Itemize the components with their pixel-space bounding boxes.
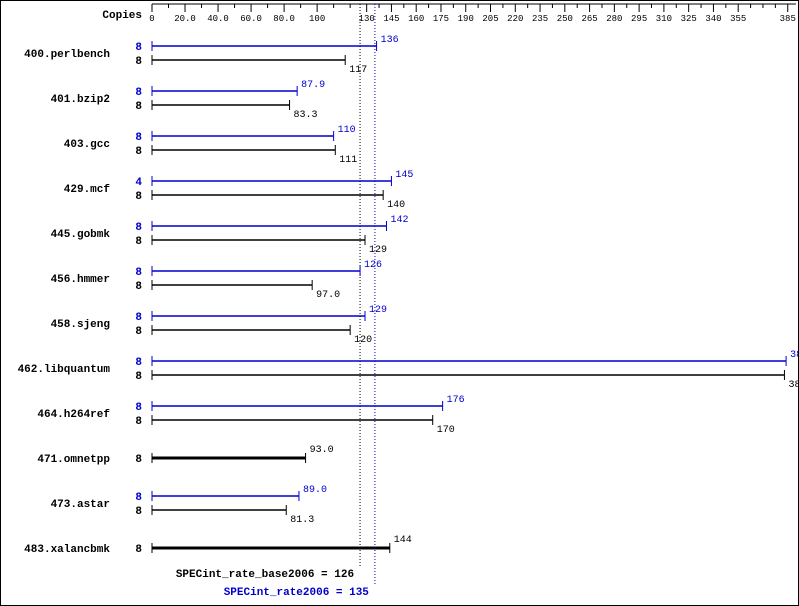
copies-value-peak: 8 bbox=[135, 492, 142, 504]
bar-value-peak: 384 bbox=[790, 350, 799, 361]
axis-tick-label: 250 bbox=[557, 14, 573, 24]
axis-tick-label: 355 bbox=[730, 14, 746, 24]
benchmark-label: 456.hmmer bbox=[51, 274, 110, 286]
axis-tick-label: 265 bbox=[581, 14, 597, 24]
bar-value: 144 bbox=[394, 535, 412, 546]
benchmark-label: 464.h264ref bbox=[37, 409, 110, 421]
base-score-label: SPECint_rate_base2006 = 126 bbox=[176, 569, 354, 581]
axis-tick-label: 130 bbox=[359, 14, 375, 24]
copies-value-base: 8 bbox=[135, 56, 142, 68]
copies-value-base: 8 bbox=[135, 146, 142, 158]
copies-value-base: 8 bbox=[135, 326, 142, 338]
axis-tick-label: 175 bbox=[433, 14, 449, 24]
bar-value-base: 81.3 bbox=[290, 515, 314, 526]
bar-value-peak: 110 bbox=[338, 125, 356, 136]
axis-tick-label: 40.0 bbox=[207, 14, 229, 24]
copies-value-base: 8 bbox=[135, 101, 142, 113]
bar-value-base: 120 bbox=[354, 335, 372, 346]
benchmark-label: 483.xalancbmk bbox=[24, 544, 110, 556]
axis-tick-label: 205 bbox=[482, 14, 498, 24]
benchmark-label: 445.gobmk bbox=[51, 229, 111, 241]
bar-value-base: 83.3 bbox=[294, 110, 318, 121]
benchmark-label: 401.bzip2 bbox=[51, 94, 110, 106]
bar-value-peak: 145 bbox=[395, 170, 413, 181]
axis-tick-label: 20.0 bbox=[174, 14, 196, 24]
copies-value-peak: 8 bbox=[135, 357, 142, 369]
bar-value-peak: 142 bbox=[390, 215, 408, 226]
bar-value-base: 111 bbox=[339, 155, 357, 166]
axis-tick-label: 235 bbox=[532, 14, 548, 24]
axis-tick-label: 295 bbox=[631, 14, 647, 24]
bar-value: 93.0 bbox=[310, 445, 334, 456]
axis-tick-label: 340 bbox=[705, 14, 721, 24]
copies-value-base: 8 bbox=[135, 281, 142, 293]
axis-tick-label: 160 bbox=[408, 14, 424, 24]
copies-header: Copies bbox=[102, 10, 142, 22]
benchmark-label: 400.perlbench bbox=[24, 49, 110, 61]
bar-value-peak: 126 bbox=[364, 260, 382, 271]
bar-value-base: 170 bbox=[437, 425, 455, 436]
copies-value-peak: 8 bbox=[135, 267, 142, 279]
axis-tick-label: 385 bbox=[780, 14, 796, 24]
bar-value-peak: 176 bbox=[447, 395, 465, 406]
bar-value-base: 129 bbox=[369, 245, 387, 256]
axis-tick-label: 190 bbox=[458, 14, 474, 24]
copies-value-base: 8 bbox=[135, 191, 142, 203]
axis-tick-label: 0 bbox=[149, 14, 154, 24]
copies-value-peak: 4 bbox=[135, 177, 142, 189]
copies-value-peak: 8 bbox=[135, 42, 142, 54]
axis-tick-label: 325 bbox=[681, 14, 697, 24]
axis-tick-label: 60.0 bbox=[240, 14, 262, 24]
axis-tick-label: 80.0 bbox=[273, 14, 295, 24]
benchmark-label: 462.libquantum bbox=[18, 364, 111, 376]
benchmark-label: 458.sjeng bbox=[51, 319, 110, 331]
bar-value-peak: 129 bbox=[369, 305, 387, 316]
copies-value-peak: 8 bbox=[135, 87, 142, 99]
copies-value-peak: 8 bbox=[135, 312, 142, 324]
spec-rate-chart: 0 20.0 40.0 60.0 80.0 100 130 145 160 175 190 205 22… bbox=[0, 0, 799, 606]
axis-tick-label: 100 bbox=[309, 14, 325, 24]
chart-bg bbox=[0, 0, 799, 606]
copies-value-base: 8 bbox=[135, 236, 142, 248]
bar-value-base: 97.0 bbox=[316, 290, 340, 301]
bar-value-base: 140 bbox=[387, 200, 405, 211]
benchmark-label: 403.gcc bbox=[64, 139, 110, 151]
axis-tick-label: 310 bbox=[656, 14, 672, 24]
benchmark-label: 471.omnetpp bbox=[37, 454, 110, 466]
axis-tick-label: 145 bbox=[383, 14, 399, 24]
copies-value: 8 bbox=[135, 544, 142, 556]
copies-value-base: 8 bbox=[135, 506, 142, 518]
bar-value-peak: 136 bbox=[381, 35, 399, 46]
bar-value-peak: 89.0 bbox=[303, 485, 327, 496]
peak-score-label: SPECint_rate2006 = 135 bbox=[224, 587, 370, 599]
bar-value-base: 383 bbox=[788, 380, 799, 391]
copies-value-base: 8 bbox=[135, 371, 142, 383]
axis-tick-label: 220 bbox=[507, 14, 523, 24]
benchmark-label: 473.astar bbox=[51, 499, 110, 511]
copies-value: 8 bbox=[135, 454, 142, 466]
axis-tick-label: 280 bbox=[606, 14, 622, 24]
copies-value-peak: 8 bbox=[135, 222, 142, 234]
copies-value-peak: 8 bbox=[135, 402, 142, 414]
copies-value-base: 8 bbox=[135, 416, 142, 428]
copies-value-peak: 8 bbox=[135, 132, 142, 144]
bar-value-base: 117 bbox=[349, 65, 367, 76]
bar-value-peak: 87.9 bbox=[301, 80, 325, 91]
benchmark-label: 429.mcf bbox=[64, 184, 111, 196]
